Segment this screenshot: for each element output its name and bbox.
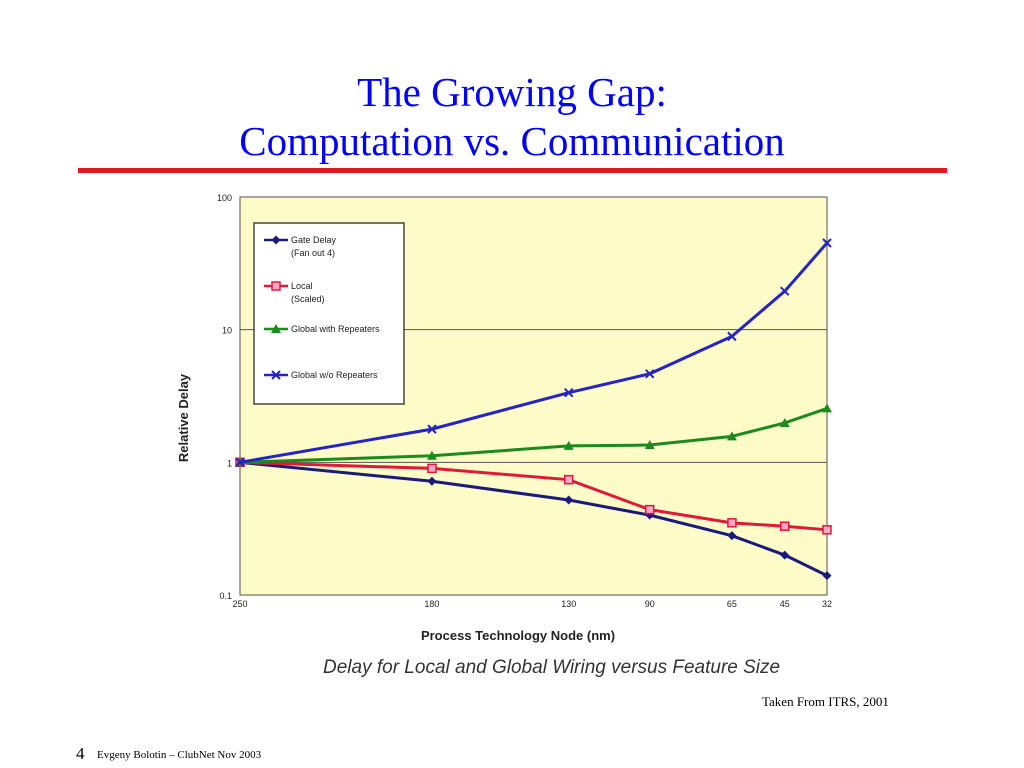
legend-entry: Local (Scaled): [264, 281, 325, 304]
x-tick-label: 180: [424, 599, 439, 609]
data-point: [563, 440, 574, 450]
data-point: [271, 324, 281, 333]
title-line-2: Computation vs. Communication: [239, 118, 785, 164]
data-point: [780, 286, 790, 296]
title-divider: [78, 168, 947, 173]
legend-label: Global with Repeaters: [291, 324, 380, 334]
legend-label: Local: [291, 281, 313, 291]
data-point: [644, 440, 655, 450]
series-lines: [235, 238, 832, 581]
data-point: [564, 387, 574, 398]
data-point: [235, 457, 245, 468]
chart-caption: Delay for Local and Global Wiring versus…: [323, 657, 781, 678]
x-tick-label: 32: [822, 599, 832, 609]
data-point: [779, 417, 790, 427]
legend-entry: Global w/o Repeaters: [264, 370, 378, 380]
delay-chart: 0.1 1 10 100 250 180 130 90 65 45 32 Gate Delay (F…: [176, 193, 832, 643]
data-point: [822, 403, 832, 413]
data-point: [727, 531, 737, 541]
page-number: 4: [76, 744, 85, 763]
data-point: [780, 550, 790, 560]
legend-label: Gate Delay: [291, 235, 337, 245]
data-point: [271, 370, 281, 380]
data-point: [271, 281, 281, 291]
y-tick-label: 10: [222, 326, 232, 336]
y-axis-label: Relative Delay: [176, 373, 191, 462]
legend-label: Global w/o Repeaters: [291, 370, 378, 380]
data-point: [779, 521, 790, 531]
y-tick-label: 100: [217, 193, 232, 203]
y-tick-labels: 0.1 1 10 100: [217, 193, 232, 601]
series-global-with-repeaters: [235, 403, 832, 467]
data-point: [727, 518, 737, 528]
data-point: [822, 571, 832, 581]
data-point: [727, 331, 737, 342]
legend-entry: Gate Delay (Fan out 4): [264, 235, 337, 258]
x-tick-label: 90: [645, 599, 655, 609]
data-point: [564, 495, 574, 505]
slide-title: The Growing Gap: Computation vs. Communi…: [0, 68, 1024, 166]
title-line-1: The Growing Gap:: [357, 69, 667, 115]
data-point: [426, 450, 437, 460]
data-point: [645, 369, 655, 379]
x-tick-label: 250: [232, 599, 247, 609]
data-point: [822, 525, 832, 535]
data-point: [563, 474, 574, 485]
x-tick-label: 45: [780, 599, 790, 609]
series-global-w-o-repeaters: [235, 238, 832, 468]
footer-text: Evgeny Bolotin – ClubNet Nov 2003: [97, 749, 262, 761]
x-tick-labels: 250 180 130 90 65 45 32: [232, 599, 832, 609]
y-tick-label: 1: [227, 458, 232, 468]
legend-entry: Global with Repeaters: [264, 324, 380, 334]
y-tick-label: 0.1: [219, 591, 232, 601]
legend-sublabel: (Scaled): [291, 294, 325, 304]
source-note: Taken From ITRS, 2001: [762, 694, 889, 709]
data-point: [822, 238, 832, 248]
x-tick-label: 130: [561, 599, 576, 609]
data-point: [644, 504, 655, 515]
legend-sublabel: (Fan out 4): [291, 248, 335, 258]
data-point: [427, 424, 437, 434]
data-point: [427, 463, 437, 474]
data-point: [726, 431, 737, 441]
data-point: [271, 235, 281, 245]
x-tick-label: 65: [727, 599, 737, 609]
data-point: [427, 476, 437, 486]
legend: Gate Delay (Fan out 4) Local (Scaled) Global…: [253, 222, 405, 405]
x-axis-label: Process Technology Node (nm): [421, 628, 615, 643]
